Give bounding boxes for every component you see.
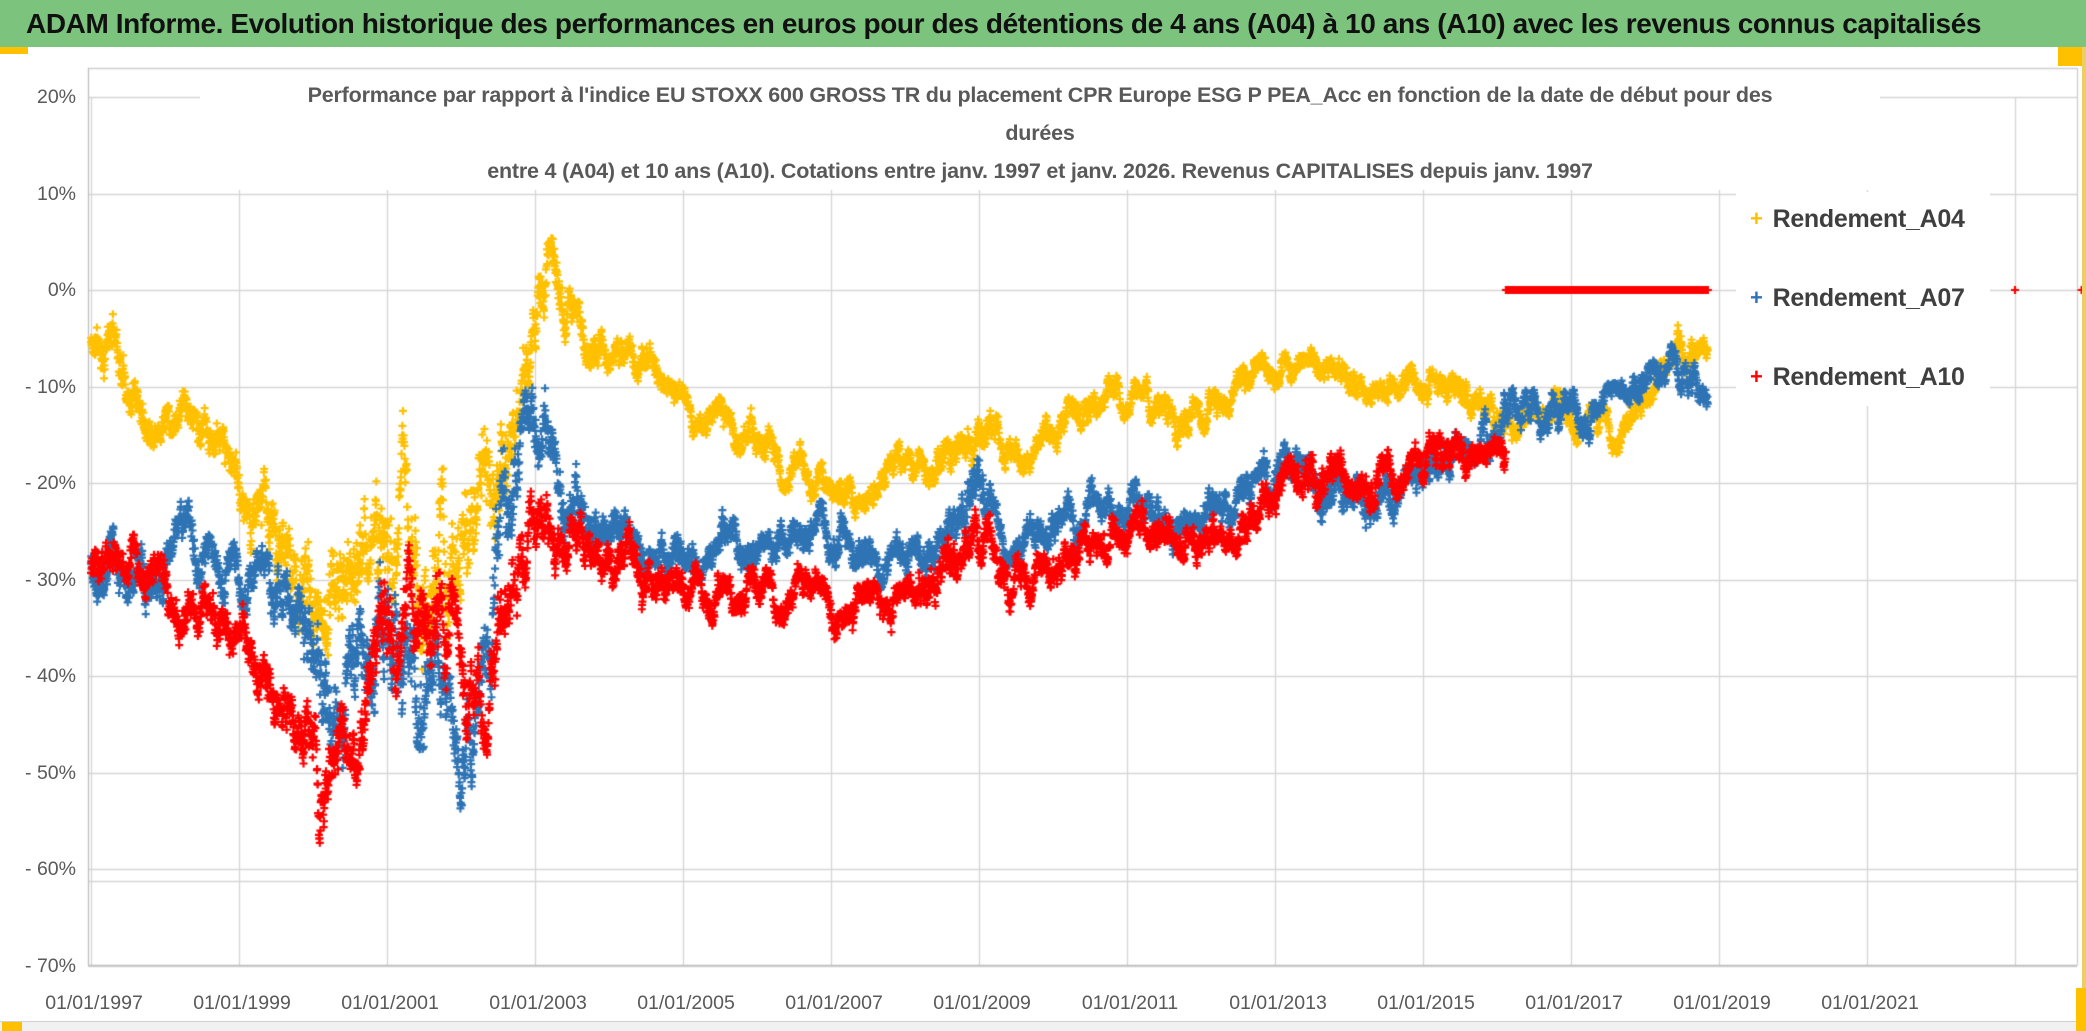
y-axis-label: - 70% xyxy=(25,954,76,977)
legend-item-rendement_a10[interactable]: + Rendement_A10 xyxy=(1750,363,1965,392)
x-axis-label: 01/01/2019 xyxy=(1673,992,1771,1014)
chart-title: Performance par rapport à l'indice EU ST… xyxy=(200,76,1880,190)
legend-label: Rendement_A07 xyxy=(1772,284,1965,312)
x-axis-label: 01/01/2013 xyxy=(1229,992,1327,1014)
x-axis-label: 01/01/2015 xyxy=(1377,992,1475,1014)
x-axis-label: 01/01/1999 xyxy=(193,992,291,1014)
x-axis-label: 01/01/2007 xyxy=(785,992,883,1014)
y-axis-label: 10% xyxy=(36,182,76,205)
y-axis-label: - 40% xyxy=(25,665,76,687)
x-axis-label: 01/01/2009 xyxy=(933,992,1031,1014)
legend-label: Rendement_A04 xyxy=(1772,205,1965,233)
y-axis-label: 20% xyxy=(36,86,76,108)
x-axis-label: 01/01/2001 xyxy=(341,992,439,1014)
x-axis-label: 01/01/2003 xyxy=(489,992,587,1014)
selection-mark-bottom-right xyxy=(2076,988,2086,1031)
y-axis-label: - 30% xyxy=(25,568,76,591)
chart-title-line1: Performance par rapport à l'indice EU ST… xyxy=(307,83,1773,107)
y-axis-label: - 50% xyxy=(25,761,76,784)
x-axis-label: 01/01/2017 xyxy=(1525,992,1623,1014)
x-axis-label: 01/01/2011 xyxy=(1081,992,1179,1014)
chart-title-line2: durées xyxy=(1005,121,1075,145)
y-axis-label: 0% xyxy=(47,279,76,301)
plus-marker-icon: + xyxy=(1750,364,1763,389)
chart-title-line3: entre 4 (A04) et 10 ans (A10). Cotations… xyxy=(487,159,1593,183)
y-axis-label: - 20% xyxy=(25,472,76,494)
legend-item-rendement_a07[interactable]: + Rendement_A07 xyxy=(1750,284,1965,313)
y-axis-label: - 10% xyxy=(25,375,76,398)
plus-marker-icon: + xyxy=(1750,285,1763,310)
selection-mark-top-left xyxy=(0,47,28,54)
sheet-row-strip xyxy=(0,1021,2086,1031)
x-axis-label: 01/01/2021 xyxy=(1821,992,1919,1014)
legend-label: Rendement_A10 xyxy=(1772,363,1965,391)
x-axis-label: 01/01/2005 xyxy=(637,992,735,1014)
chart-legend: + Rendement_A04 + Rendement_A07 + Rendement_A… xyxy=(1736,192,1990,406)
page-title-banner: ADAM Informe. Evolution historique des p… xyxy=(0,0,2086,47)
selection-mark-bottom-left xyxy=(2,1022,22,1031)
x-axis-label: 01/01/1997 xyxy=(45,992,143,1014)
selection-mark-top-right xyxy=(2058,47,2086,66)
plus-marker-icon: + xyxy=(1750,206,1763,231)
selection-stripe-right xyxy=(2082,47,2086,1031)
y-axis-label: - 60% xyxy=(25,858,76,880)
legend-item-rendement_a04[interactable]: + Rendement_A04 xyxy=(1750,205,1965,234)
